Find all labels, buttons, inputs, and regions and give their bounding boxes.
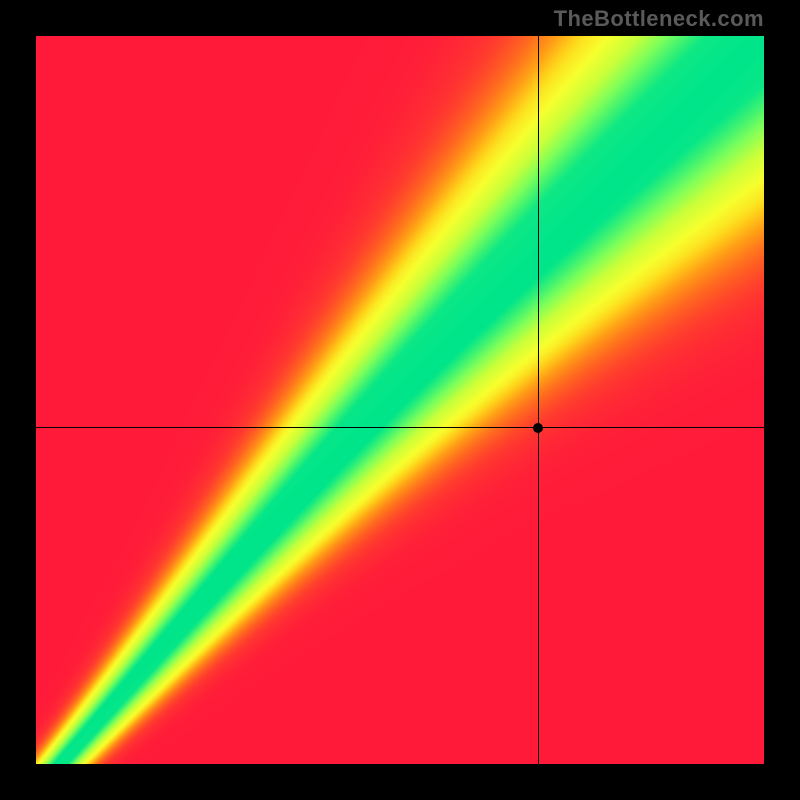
bottleneck-heatmap [36,36,764,764]
crosshair-vertical [538,36,539,764]
chart-container: TheBottleneck.com [0,0,800,800]
watermark-text: TheBottleneck.com [554,6,764,32]
selection-marker[interactable] [533,423,543,433]
crosshair-horizontal [36,427,764,428]
